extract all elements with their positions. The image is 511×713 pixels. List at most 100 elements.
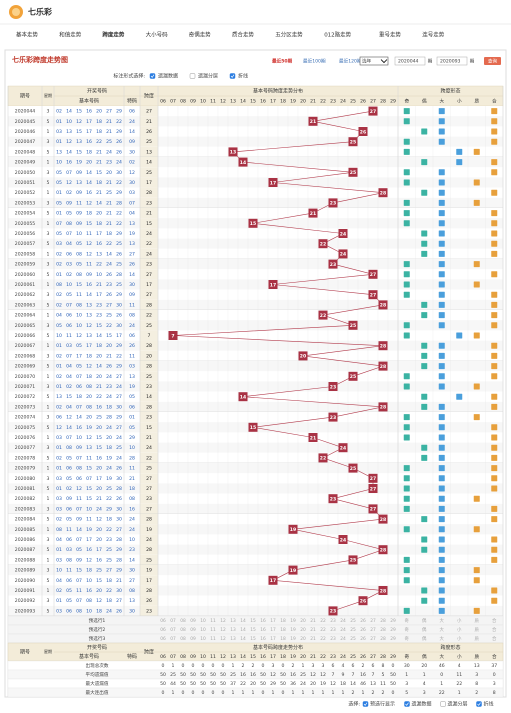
preselect-cell[interactable]: 11 [210, 636, 216, 642]
preselect-cell[interactable]: 21 [310, 618, 316, 624]
preselect-cell[interactable]: 20 [300, 627, 306, 633]
preselect-cell[interactable]: 22 [320, 636, 326, 642]
preselect-cell[interactable]: 偶 [422, 635, 427, 642]
preselect-cell[interactable]: 17 [270, 636, 276, 642]
preselect-cell[interactable]: 15 [250, 627, 256, 633]
preselect-cell[interactable]: 15 [250, 636, 256, 642]
nav-item[interactable]: 012路走势 [324, 31, 351, 39]
preselect-cell[interactable]: 12 [220, 627, 226, 633]
preselect-cell[interactable]: 07 [170, 618, 176, 624]
preselect-cell[interactable]: 22 [320, 618, 326, 624]
footer-checkbox[interactable] [440, 701, 446, 707]
preselect-cell[interactable]: 25 [350, 636, 356, 642]
preselect-cell[interactable]: 14 [240, 627, 246, 633]
preselect-cell[interactable]: 09 [190, 618, 196, 624]
preselect-cell[interactable]: 11 [210, 627, 216, 633]
preselect-cell[interactable]: 07 [170, 627, 176, 633]
nav-item[interactable]: 奇偶走势 [189, 31, 212, 39]
preselect-cell[interactable]: 16 [260, 627, 266, 633]
preselect-cell[interactable]: 23 [330, 627, 336, 633]
preselect-cell[interactable]: 质 [475, 626, 480, 633]
preselect-cell[interactable]: 18 [280, 636, 286, 642]
preselect-cell[interactable]: 27 [370, 627, 376, 633]
option-label[interactable]: 遗漏数据 [158, 73, 178, 80]
preselect-cell[interactable]: 28 [380, 618, 386, 624]
preselect-cell[interactable]: 19 [290, 627, 296, 633]
preselect-cell[interactable]: 28 [380, 636, 386, 642]
preselect-cell[interactable]: 大 [440, 617, 445, 624]
preselect-cell[interactable]: 26 [360, 627, 366, 633]
preselect-cell[interactable]: 10 [200, 627, 206, 633]
preselect-cell[interactable]: 偶 [422, 626, 427, 633]
preselect-cell[interactable]: 12 [220, 618, 226, 624]
preselect-cell[interactable]: 偶 [422, 617, 427, 624]
preselect-cell[interactable]: 09 [190, 636, 196, 642]
preselect-cell[interactable]: 24 [340, 627, 346, 633]
preselect-cell[interactable]: 27 [370, 618, 376, 624]
year-select-label[interactable]: 选年 [362, 58, 372, 65]
preselect-cell[interactable]: 质 [475, 635, 480, 642]
preselect-cell[interactable]: 25 [350, 618, 356, 624]
range-link[interactable]: 最近120期 [339, 58, 362, 65]
preselect-cell[interactable]: 09 [190, 627, 196, 633]
preselect-cell[interactable]: 08 [180, 618, 186, 624]
preselect-cell[interactable]: 16 [260, 636, 266, 642]
preselect-cell[interactable]: 25 [350, 627, 356, 633]
preselect-cell[interactable]: 22 [320, 627, 326, 633]
preselect-cell[interactable]: 小 [457, 626, 462, 633]
preselect-cell[interactable]: 13 [230, 636, 236, 642]
option-checkbox[interactable] [189, 73, 196, 79]
nav-item[interactable]: 跨度走势 [102, 31, 125, 39]
preselect-cell[interactable]: 29 [390, 636, 396, 642]
preselect-cell[interactable]: 29 [390, 618, 396, 624]
preselect-cell[interactable]: 28 [380, 627, 386, 633]
range-link[interactable]: 最近100期 [303, 58, 326, 65]
nav-item[interactable]: 重号走势 [379, 31, 402, 39]
preselect-cell[interactable]: 08 [180, 627, 186, 633]
preselect-cell[interactable]: 14 [240, 636, 246, 642]
preselect-cell[interactable]: 合 [492, 617, 497, 624]
preselect-cell[interactable]: 小 [457, 617, 462, 624]
preselect-cell[interactable]: 12 [220, 636, 226, 642]
nav-item[interactable]: 大小号码 [146, 31, 169, 39]
preselect-cell[interactable]: 18 [280, 618, 286, 624]
preselect-cell[interactable]: 15 [250, 618, 256, 624]
preselect-cell[interactable]: 26 [360, 618, 366, 624]
option-checkbox[interactable] [149, 73, 156, 79]
preselect-cell[interactable]: 19 [290, 618, 296, 624]
preselect-cell[interactable]: 27 [370, 636, 376, 642]
footer-option[interactable]: 遗漏分层 [448, 701, 468, 708]
query-button[interactable] [484, 57, 501, 65]
preselect-cell[interactable]: 小 [457, 635, 462, 642]
option-checkbox[interactable] [229, 73, 236, 79]
preselect-cell[interactable]: 06 [160, 636, 166, 642]
preselect-cell[interactable]: 17 [270, 618, 276, 624]
preselect-cell[interactable]: 合 [492, 635, 497, 642]
footer-checkbox[interactable] [404, 701, 410, 707]
nav-item[interactable]: 质合走势 [232, 31, 255, 39]
preselect-cell[interactable]: 14 [240, 618, 246, 624]
preselect-cell[interactable]: 24 [340, 618, 346, 624]
preselect-cell[interactable]: 18 [280, 627, 286, 633]
query-label[interactable]: 查询 [488, 58, 498, 65]
preselect-cell[interactable]: 大 [440, 626, 445, 633]
preselect-cell[interactable]: 17 [270, 627, 276, 633]
preselect-cell[interactable]: 13 [230, 618, 236, 624]
year-select[interactable] [359, 56, 389, 66]
preselect-cell[interactable]: 26 [360, 636, 366, 642]
preselect-cell[interactable]: 13 [230, 627, 236, 633]
preselect-cell[interactable]: 11 [210, 618, 216, 624]
preselect-cell[interactable]: 19 [290, 636, 296, 642]
range-link[interactable]: 最近50期 [272, 58, 293, 65]
footer-option[interactable]: 遗漏数据 [412, 701, 432, 708]
preselect-cell[interactable]: 21 [310, 627, 316, 633]
preselect-cell[interactable]: 奇 [405, 626, 410, 633]
preselect-cell[interactable]: 24 [340, 636, 346, 642]
from-input[interactable] [394, 56, 426, 66]
footer-option[interactable]: 预选行显示 [370, 701, 395, 708]
nav-item[interactable]: 基本走势 [16, 31, 39, 39]
option-label[interactable]: 折线 [238, 73, 248, 80]
footer-checkbox[interactable] [362, 701, 369, 707]
preselect-cell[interactable]: 21 [310, 636, 316, 642]
preselect-cell[interactable]: 质 [475, 617, 480, 624]
